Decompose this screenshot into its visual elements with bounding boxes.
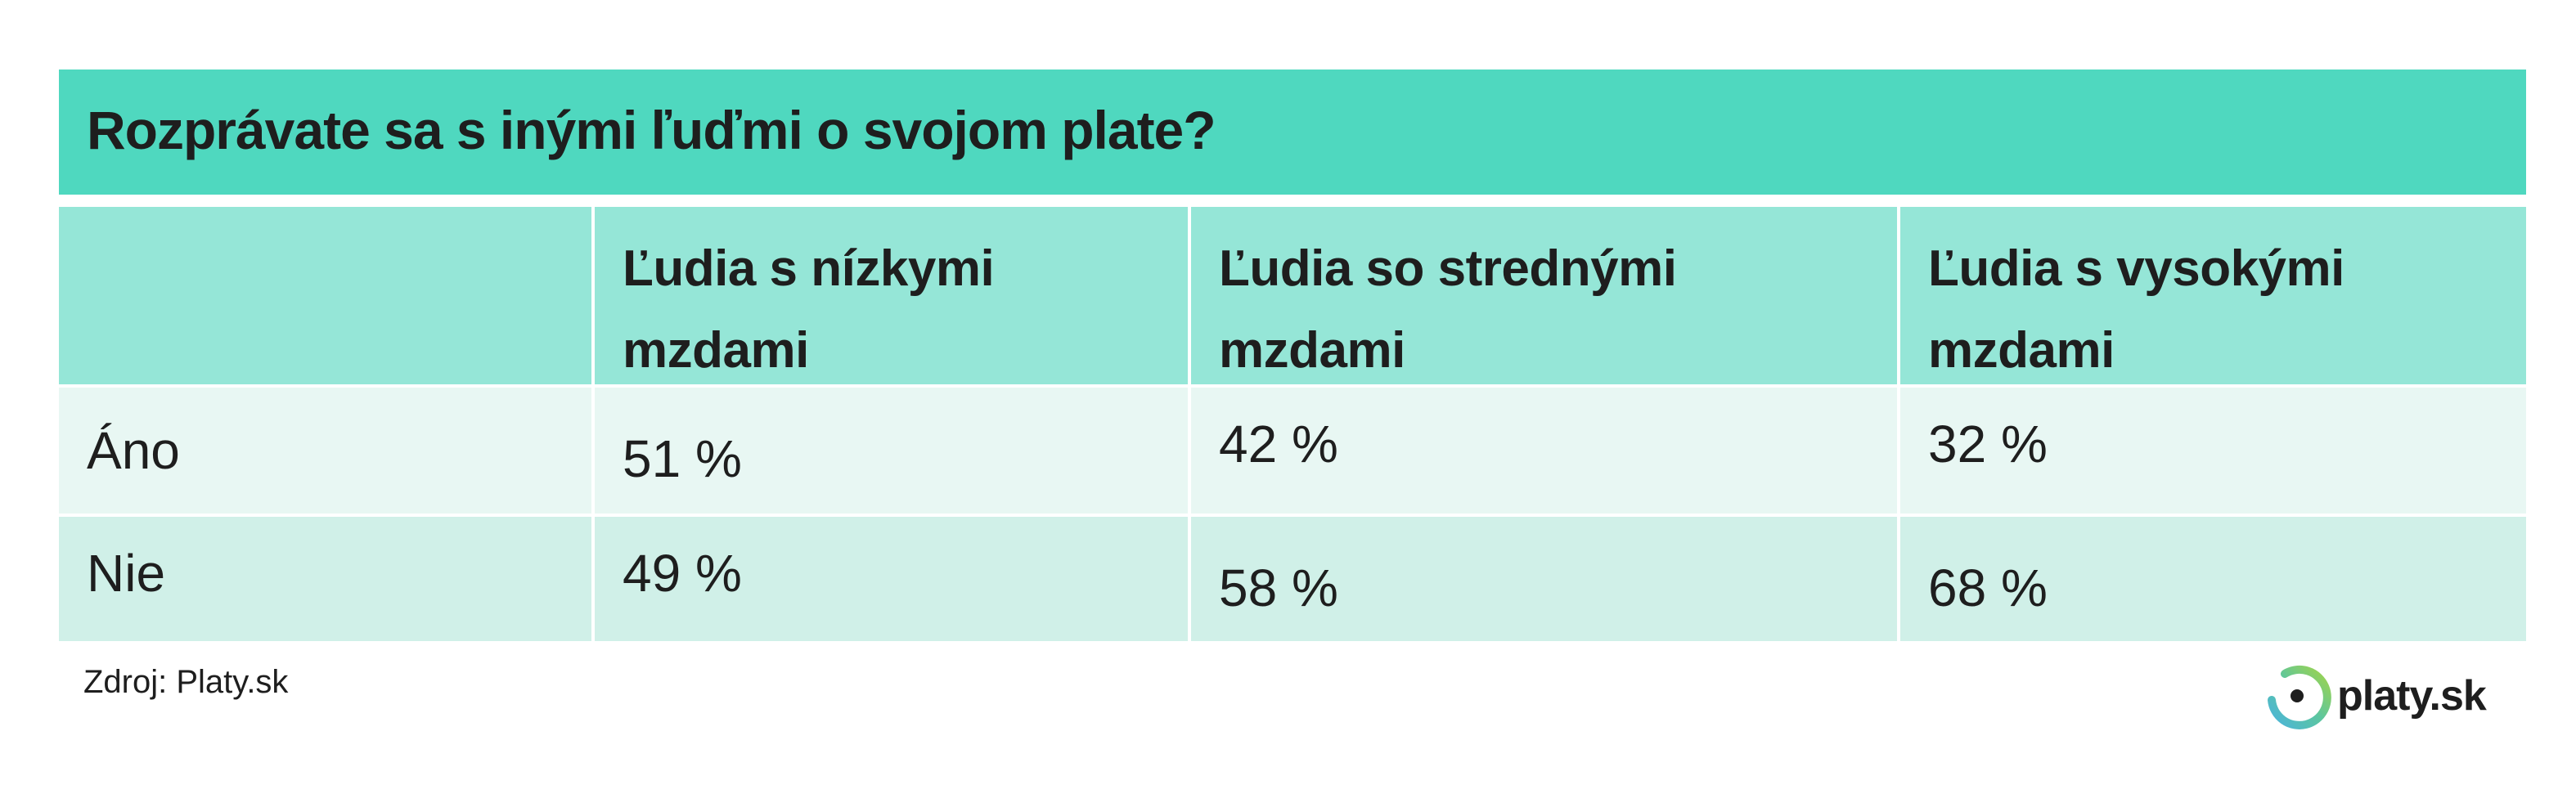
cell-value: 58 % <box>1219 559 1338 617</box>
table-title: Rozprávate sa s inými ľuďmi o svojom pla… <box>87 100 1216 160</box>
table-cell: 32 % <box>1900 388 2526 517</box>
logo-text: platy.sk <box>2337 672 2487 720</box>
cell-value: 49 % <box>623 544 742 603</box>
table-row-label: Áno <box>59 388 595 517</box>
source-note: Zdroj: Platy.sk <box>83 664 289 700</box>
header-cell-high: Ľudia s vysokými mzdami <box>1900 207 2526 388</box>
header-label: Ľudia so strednými mzdami <box>1219 240 1677 379</box>
platy-logo: platy.sk <box>2262 661 2487 731</box>
table-cell: 42 % <box>1191 388 1900 517</box>
table-row-label: Nie <box>59 517 595 644</box>
table-cell: 49 % <box>595 517 1191 644</box>
cell-value: 51 % <box>623 429 742 488</box>
table-title-bar: Rozprávate sa s inými ľuďmi o svojom pla… <box>59 70 2526 195</box>
header-label: Ľudia s nízkymi mzdami <box>623 240 995 379</box>
table-cell: 68 % <box>1900 517 2526 644</box>
cell-value: 68 % <box>1928 559 2048 617</box>
header-cell-empty <box>59 207 595 388</box>
cell-value: 42 % <box>1219 415 1338 473</box>
table-cell: 58 % <box>1191 517 1900 644</box>
table-cell: 51 % <box>595 388 1191 517</box>
row-label: Nie <box>87 544 166 603</box>
platy-ring-logo-icon <box>2268 665 2331 729</box>
header-cell-mid: Ľudia so strednými mzdami <box>1191 207 1900 388</box>
row-label: Áno <box>87 421 180 480</box>
cell-value: 32 % <box>1928 415 2048 473</box>
header-cell-low: Ľudia s nízkymi mzdami <box>595 207 1191 388</box>
header-label: Ľudia s vysokými mzdami <box>1928 240 2344 379</box>
